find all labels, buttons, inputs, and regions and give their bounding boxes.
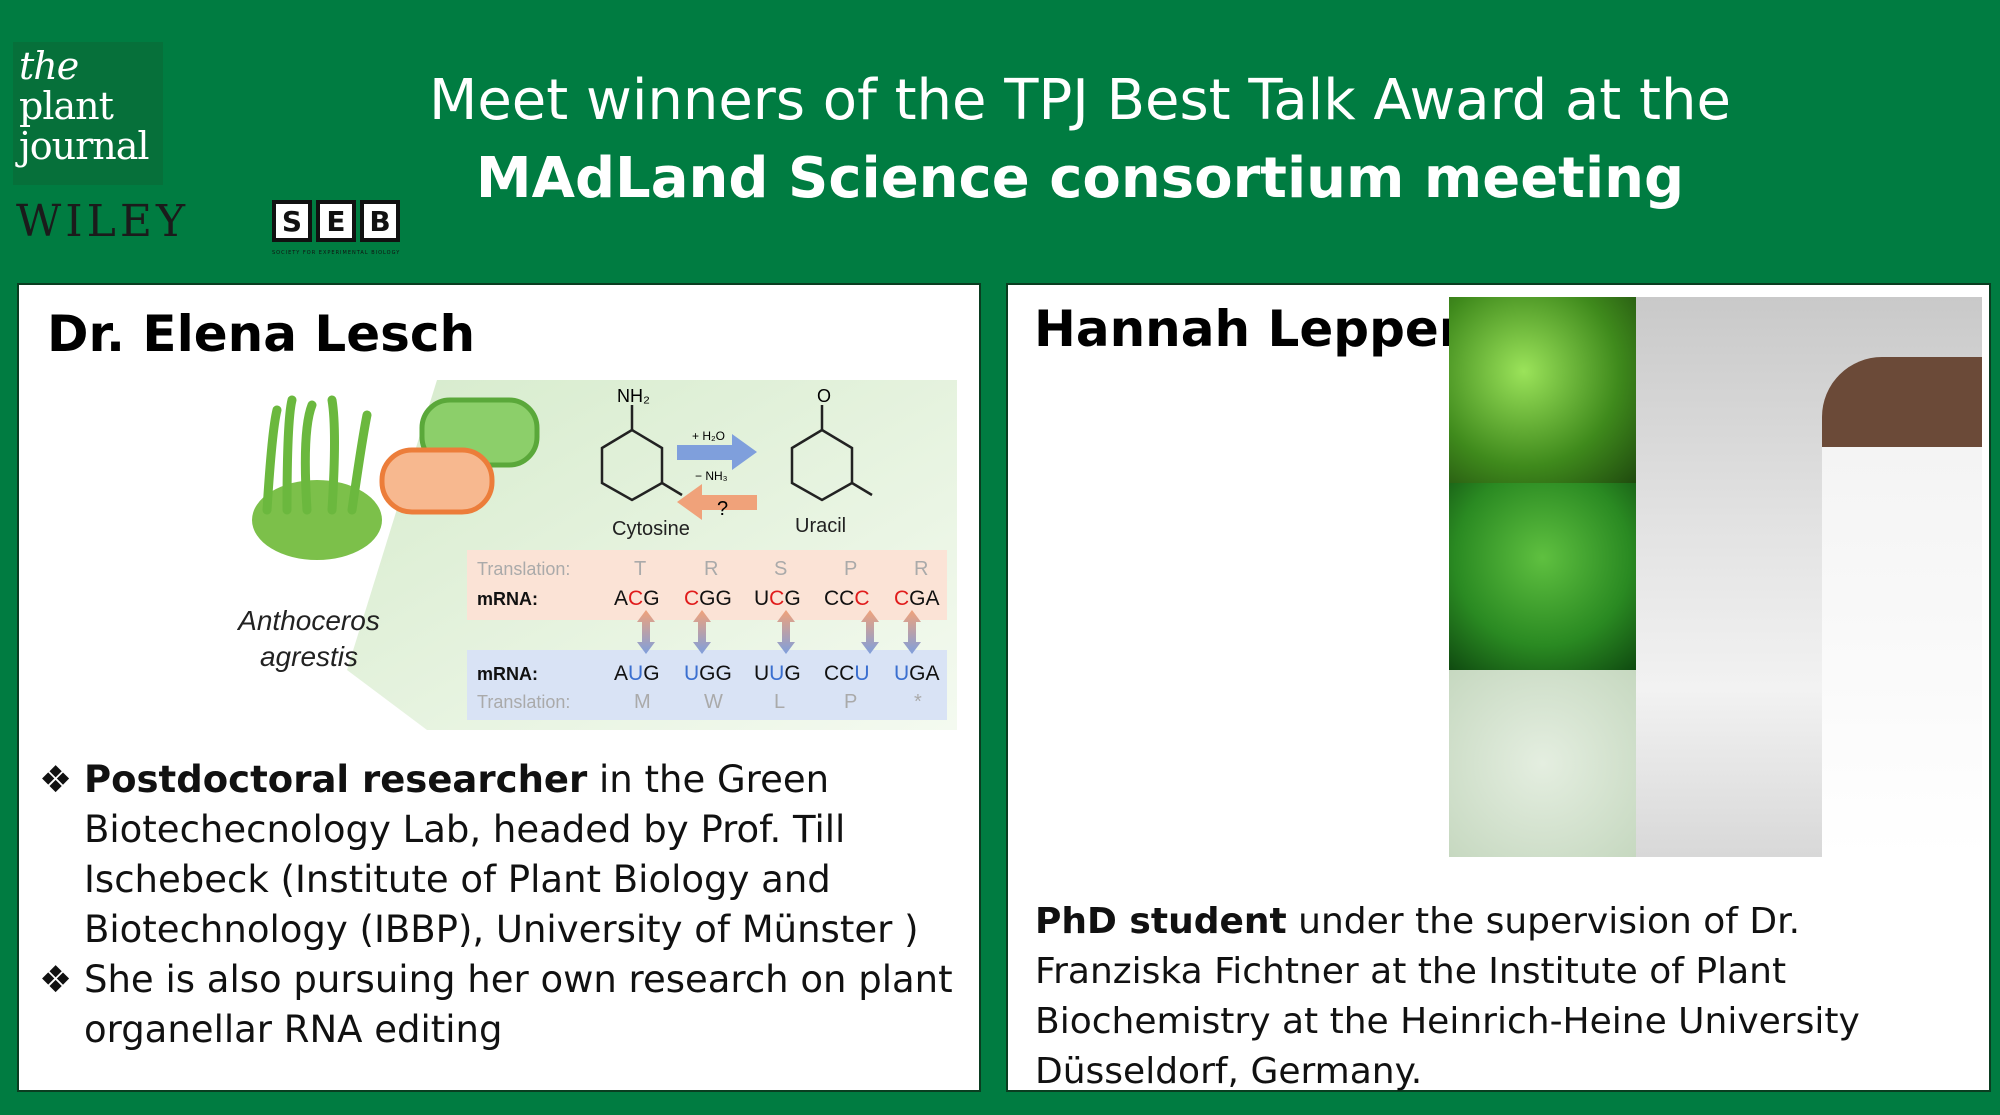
hornwort-icon (252, 395, 382, 560)
winner-panel-lepper: Hannah Lepper PhD student under the supe… (1006, 283, 1991, 1092)
mitochondrion-icon (379, 447, 495, 515)
amino-acid: R (704, 558, 718, 580)
mrna-label: mRNA: (477, 589, 538, 609)
bullet-list: ❖ Postdoctoral researcher in the Green Bi… (39, 755, 979, 1055)
svg-text:O: O (817, 386, 831, 406)
codon: CGG (684, 587, 732, 610)
winner-description: PhD student under the supervision of Dr.… (1035, 897, 1975, 1097)
forward-label: + H₂O (692, 429, 725, 443)
bullet-item: ❖ She is also pursuing her own research o… (39, 955, 979, 1055)
plant-journal-logo: the plant journal (13, 42, 163, 185)
seb-logo: S E B (272, 200, 400, 242)
rna-editing-diagram: Anthoceros agrestis NH₂ O Cytosine Uraci… (237, 380, 957, 730)
amino-acid: T (634, 558, 646, 580)
edit-arrow-icon (861, 610, 879, 654)
lab-photo (1636, 297, 1982, 857)
nh2-label: NH₂ (617, 386, 650, 406)
amino-acid: S (774, 558, 787, 580)
forward-label-2: − NH₃ (695, 469, 728, 483)
amino-acid: R (914, 558, 928, 580)
amino-acid: W (704, 691, 723, 713)
species-name-1: Anthoceros (237, 605, 380, 636)
seb-b: B (360, 200, 400, 242)
winner-name: Hannah Lepper (1034, 300, 1464, 358)
edit-arrow-icon (693, 610, 711, 654)
logo-journal: journal (19, 124, 150, 168)
forward-arrow-icon (677, 434, 757, 470)
codon: ACG (614, 587, 660, 610)
edit-arrow-icon (637, 610, 655, 654)
bullet-bold: Postdoctoral researcher (84, 758, 588, 801)
seb-subtitle: SOCIETY FOR EXPERIMENTAL BIOLOGY (272, 250, 401, 256)
diamond-bullet-icon: ❖ (39, 758, 73, 801)
bullet-text: She is also pursuing her own research on… (84, 958, 953, 1051)
description-bold: PhD student (1035, 901, 1287, 942)
codon: UCG (754, 587, 801, 610)
algae-micrograph (1449, 670, 1636, 857)
wiley-logo: WILEY (16, 196, 189, 247)
edit-arrow-icon (777, 610, 795, 654)
cytosine-label: Cytosine (612, 518, 690, 540)
logo-plant: plant (19, 84, 114, 128)
amino-acid: M (634, 691, 651, 713)
codon: CCU (824, 662, 870, 685)
amino-acid: P (844, 558, 857, 580)
mrna-label: mRNA: (477, 664, 538, 684)
amino-acid: L (774, 691, 785, 713)
description-text: under the supervision of Dr. Franziska F… (1035, 901, 1860, 1092)
translation-label: Translation: (477, 559, 570, 579)
diamond-bullet-icon: ❖ (39, 958, 73, 1001)
seb-s: S (272, 200, 312, 242)
researcher-figure (1822, 357, 1982, 857)
translation-label: Translation: (477, 692, 570, 712)
codon: UGA (894, 662, 940, 685)
moss-photo-2 (1449, 483, 1636, 670)
amino-acid: P (844, 691, 857, 713)
codon: UGG (684, 662, 732, 685)
bullet-text: in the Green Biotechecnology Lab, headed… (84, 758, 919, 951)
codon: CGA (894, 587, 940, 610)
seb-e: E (316, 200, 356, 242)
title-line-2: MAdLand Science consortium meeting (475, 146, 1685, 211)
edit-arrow-icon (903, 610, 921, 654)
winner-name: Dr. Elena Lesch (47, 305, 476, 363)
codon: UUG (754, 662, 801, 685)
species-name-2: agrestis (260, 641, 358, 672)
title-line-1: Meet winners of the TPJ Best Talk Award … (429, 68, 1731, 133)
uracil-label: Uracil (795, 515, 846, 537)
bullet-item: ❖ Postdoctoral researcher in the Green Bi… (39, 755, 979, 955)
codon: AUG (614, 662, 660, 685)
amino-acid: * (914, 691, 922, 713)
reverse-arrow-icon (677, 484, 757, 520)
winner-panel-lesch: Dr. Elena Lesch Anthoceros agrestis NH₂ … (17, 283, 981, 1092)
codon: CCC (824, 587, 870, 610)
logo-the: the (19, 44, 79, 88)
moss-photo-1 (1449, 297, 1636, 483)
reverse-label: ? (717, 498, 728, 520)
